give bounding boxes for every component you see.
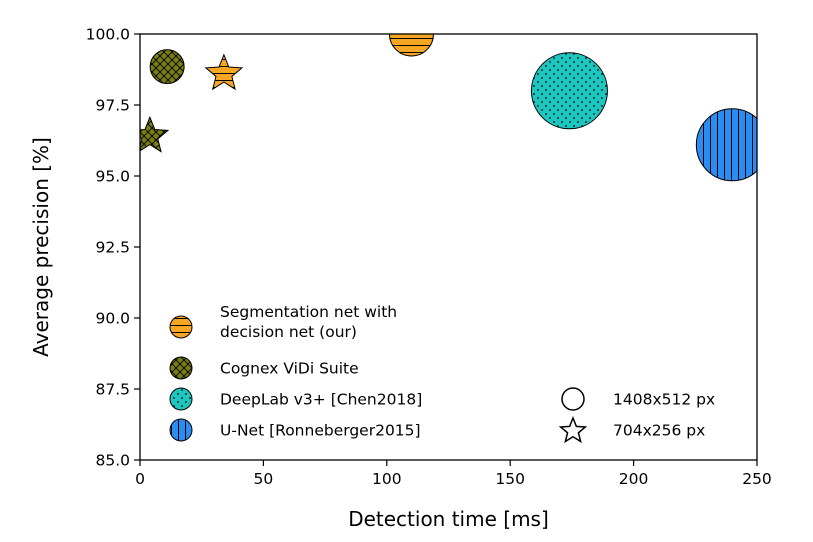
data-point-cognex-0: [149, 49, 185, 85]
legend-label: Cognex ViDi Suite: [220, 360, 359, 378]
x-tick-label: 150: [495, 470, 525, 488]
x-tick-label: 100: [372, 470, 402, 488]
size-legend-label: 1408x512 px: [613, 391, 715, 409]
size-legend-star-icon: [558, 415, 588, 444]
legend-marker-1: [169, 356, 193, 380]
data-point-segmentation-1: [204, 53, 244, 91]
legend-label: DeepLab v3+ [Chen2018]: [220, 391, 422, 409]
data-point-cognex-1: [140, 115, 170, 153]
legend-marker-2: [169, 387, 193, 411]
x-tick-label: 200: [619, 470, 649, 488]
y-tick-label: 100.0: [86, 26, 130, 44]
y-tick-label: 95.0: [95, 168, 130, 186]
y-axis-title: Average precision [%]: [29, 137, 53, 357]
x-tick-label: 250: [742, 470, 772, 488]
x-axis-title: Detection time [ms]: [348, 507, 549, 531]
y-tick-label: 85.0: [95, 452, 130, 470]
y-tick-label: 87.5: [95, 381, 130, 399]
x-tick-label: 50: [254, 470, 274, 488]
data-point-segmentation-0: [388, 34, 434, 57]
size-legend-label: 704x256 px: [613, 422, 705, 440]
y-tick-label: 90.0: [95, 310, 130, 328]
data-point-unet-0: [695, 108, 757, 182]
legend-label: Segmentation net with: [220, 303, 397, 321]
legend-label: decision net (our): [220, 323, 357, 341]
data-point-deeplab-0: [530, 52, 608, 130]
size-legend-circle-icon: [561, 387, 585, 411]
legend-marker-3: [169, 418, 193, 442]
y-tick-label: 92.5: [95, 239, 130, 257]
legend-marker-0: [169, 315, 193, 339]
plot-area: [140, 34, 757, 460]
x-tick-label: 0: [135, 470, 145, 488]
y-tick-label: 97.5: [95, 97, 130, 115]
legend-label: U-Net [Ronneberger2015]: [220, 422, 421, 440]
